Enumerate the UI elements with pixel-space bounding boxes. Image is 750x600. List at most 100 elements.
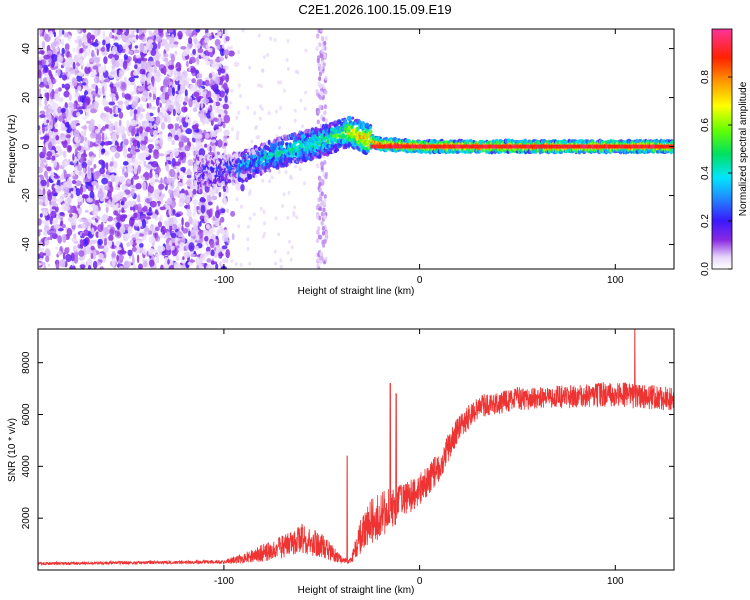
noise-speckle [112,96,117,102]
noise-speckle [103,56,108,65]
noise-speckle [183,251,191,258]
noise-speckle [219,261,222,267]
noise-speckle [176,95,183,103]
noise-speckle [150,106,157,110]
noise-speckle [125,41,132,46]
noise-speckle [102,30,106,40]
streak-speckle [324,230,329,236]
noise-speckle [116,254,119,262]
noise-speckle [89,132,97,139]
noise-speckle [206,194,212,203]
noise-speckle [127,226,133,234]
noise-speckle [41,59,47,66]
noise-speckle [126,242,131,248]
noise-speckle [122,161,129,166]
noise-speckle [161,91,166,100]
noise-speckle [214,65,220,70]
noise-speckle [174,50,178,56]
noise-speckle [58,97,64,103]
streak-speckle [318,215,322,221]
noise-speckle [134,136,141,141]
noise-speckle [43,264,47,269]
noise-speckle [235,197,239,202]
streak-speckle [323,215,327,221]
noise-speckle [131,100,137,110]
noise-speckle [104,252,107,259]
noise-speckle [115,106,119,115]
noise-speckle [39,130,42,135]
noise-speckle [222,43,225,50]
noise-speckle [170,129,176,135]
noise-speckle [63,169,67,180]
noise-speckle [142,248,147,255]
noise-speckle [111,155,115,162]
noise-speckle [84,102,87,110]
noise-speckle [190,184,195,190]
noise-speckle [219,97,222,102]
noise-speckle [133,109,138,115]
noise-speckle [70,252,75,262]
noise-speckle [102,117,107,122]
noise-speckle [273,249,277,254]
noise-speckle [111,250,116,261]
noise-speckle [55,145,61,152]
noise-speckle [139,144,147,151]
noise-speckle [125,39,130,43]
noise-speckle [163,53,169,58]
noise-speckle [225,185,229,194]
noise-speckle [126,119,130,129]
noise-speckle [230,88,234,93]
noise-speckle [226,46,230,51]
noise-speckle [118,209,122,213]
noise-speckle [53,175,60,179]
noise-speckle [114,175,120,185]
streak-speckle [323,110,327,115]
noise-speckle [246,237,250,242]
noise-speckle [259,206,263,211]
noise-speckle [216,151,220,156]
noise-speckle [205,55,209,59]
noise-speckle [150,60,156,66]
noise-speckle [38,218,42,226]
noise-speckle [209,240,215,249]
noise-speckle [286,66,290,71]
noise-speckle [38,88,41,98]
noise-speckle [167,259,170,265]
streak-speckle [319,234,323,240]
signal-cell [237,176,242,182]
noise-speckle [55,135,60,141]
noise-speckle [212,47,215,55]
noise-speckle [259,84,263,89]
noise-speckle [63,90,70,98]
noise-speckle [215,129,222,133]
noise-speckle [140,113,143,118]
noise-speckle [162,227,166,231]
noise-speckle [75,180,82,187]
noise-speckle [41,209,48,216]
noise-speckle [154,234,157,239]
streak-speckle [320,191,324,197]
noise-speckle [77,204,80,209]
streak-speckle [320,165,324,171]
noise-speckle [148,236,155,244]
noise-speckle [184,221,190,228]
noise-speckle [48,57,52,64]
noise-speckle [48,99,54,104]
noise-speckle [148,30,152,34]
noise-speckle [217,139,223,148]
noise-speckle [123,260,131,269]
noise-speckle [38,182,41,189]
noise-speckle [128,50,134,55]
noise-speckle [38,262,42,266]
noise-speckle [116,29,123,36]
noise-speckle [62,139,68,149]
noise-speckle [193,224,198,233]
noise-speckle [57,53,62,62]
noise-speckle [141,176,146,181]
noise-speckle [167,87,171,96]
noise-speckle [78,218,85,223]
streak-speckle [323,89,328,95]
noise-speckle [107,180,111,187]
noise-speckle [185,29,192,37]
noise-speckle [211,188,216,195]
